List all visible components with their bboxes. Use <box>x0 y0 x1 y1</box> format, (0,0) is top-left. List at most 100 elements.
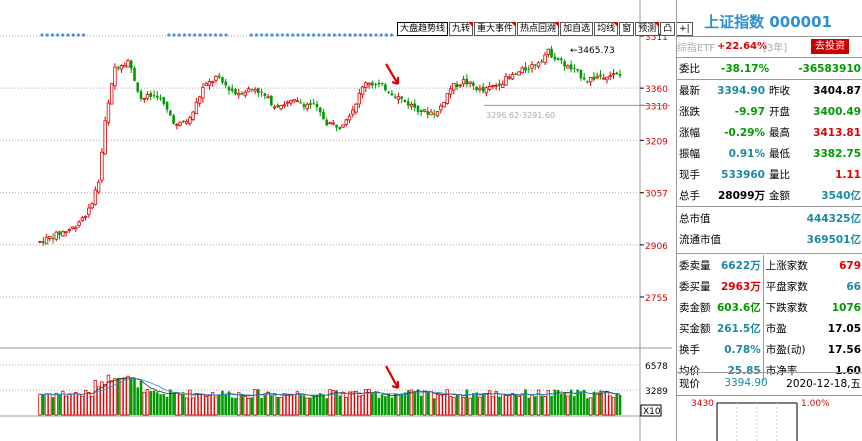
quote-value: 3413.81 <box>813 126 861 139</box>
volume-bar-down <box>586 398 589 415</box>
volume-bar-up <box>184 397 189 416</box>
invest-button[interactable]: 去投资 <box>811 38 849 54</box>
toolbar-button-3[interactable]: 热点回溯 <box>517 22 560 36</box>
toolbar-button-label: 均线 <box>597 24 616 34</box>
event-marker-icon <box>198 33 202 37</box>
candle-body-down <box>318 107 322 113</box>
volume-bar-up <box>461 396 466 416</box>
arrow-up-icon <box>385 63 400 86</box>
volume-bar-up <box>458 394 463 416</box>
toolbar-button-4[interactable]: 加自选 <box>560 22 594 36</box>
volume-bar-down <box>553 389 557 415</box>
candle-body-down <box>159 98 162 100</box>
toolbar-button-1[interactable]: 九转 <box>449 22 474 36</box>
volume-bar-up <box>360 394 365 416</box>
volume-bar-down <box>432 398 436 415</box>
candle-body-down <box>156 95 159 98</box>
volume-bar-up <box>96 386 101 416</box>
volume-bar-up <box>500 393 505 416</box>
kline-chart-area[interactable]: 3511 3360 3310 3209 3057 2906 2755 3296.62-3291… <box>0 0 693 441</box>
candle-body-down <box>403 99 407 103</box>
event-marker-icon <box>182 33 187 37</box>
toolbar-button-9[interactable]: +| <box>676 22 693 36</box>
candle-body-up <box>93 189 98 205</box>
footer-date: 2020-12-18,五 <box>786 377 861 390</box>
volume-bar-up <box>504 394 508 416</box>
volume-bar-up <box>341 392 345 416</box>
quote-row: 现手 533960 量比 1.11 <box>677 164 862 185</box>
order-label: 卖金额 <box>679 302 711 314</box>
volume-bar-up <box>87 392 91 416</box>
etf-name[interactable]: 综指ETF <box>677 42 716 54</box>
toolbar-button-label: 加自选 <box>563 24 591 34</box>
volume-bar-down <box>618 394 622 415</box>
volume-bar-up <box>80 395 85 416</box>
candle-body-down <box>586 81 589 83</box>
volume-bar-up <box>566 395 570 416</box>
volume-bar-up <box>77 393 81 416</box>
order-value: 2963万 <box>715 276 764 297</box>
candle-body-up <box>354 103 358 113</box>
toolbar-button-0[interactable]: 大盘趋势线 <box>397 22 449 36</box>
volume-bar-up <box>409 389 414 416</box>
toolbar-button-2[interactable]: 重大事件 <box>474 22 517 36</box>
toolbar-button-8[interactable]: 凸 <box>660 22 676 36</box>
quote-value: 3394.90 <box>717 84 765 97</box>
candle-body-up <box>351 109 355 115</box>
candle-body-up <box>83 216 88 218</box>
order-value: 0.78% <box>715 339 764 360</box>
volume-bar-up <box>145 389 150 416</box>
chart-toolbar: 大盘趋势线 九转 重大事件 热点回溯 加自选 均线窗预测凸 +| <box>397 22 694 36</box>
toolbar-button-5[interactable]: 均线 <box>594 22 619 36</box>
quote-value: 0.91% <box>728 147 765 160</box>
candle-body-up <box>214 76 218 81</box>
volume-bar-up <box>452 397 456 416</box>
volume-bar-up <box>44 393 49 416</box>
candle-body-down <box>162 97 166 105</box>
candle-body-up <box>543 54 547 63</box>
candle-body-up <box>204 83 208 86</box>
volume-bar-down <box>221 390 224 415</box>
event-marker-icon <box>342 33 347 37</box>
volume-bar-up <box>289 393 293 416</box>
volume-bar-down <box>455 394 459 415</box>
candle-body-up <box>38 240 42 243</box>
volume-bar-down <box>403 392 407 415</box>
kline-chart[interactable]: 3511 3360 3310 3209 3057 2906 2755 3296.62-3291… <box>0 0 672 441</box>
volume-bar-down <box>224 394 228 415</box>
volume-bar-down <box>380 394 384 415</box>
market-cap-label: 流通市值 <box>679 234 721 246</box>
toolbar-button-7[interactable]: 预测 <box>635 22 660 36</box>
toolbar-button-6[interactable]: 窗 <box>619 22 635 36</box>
quote-row: 涨跌 -9.97 开盘 3400.49 <box>677 101 862 122</box>
candle-body-up <box>178 121 182 126</box>
footer-row: 现价 3394.90 2020-12-18,五 <box>677 373 862 393</box>
intraday-mini-chart[interactable]: 3430 1.00% <box>677 399 862 441</box>
volume-bar-down <box>406 390 410 415</box>
candle-body-up <box>207 81 212 86</box>
volume-scale-label: X10 <box>643 407 661 417</box>
quote-label: 最新 <box>679 85 700 97</box>
candle-body-up <box>145 94 150 99</box>
candle-body-down <box>514 73 518 75</box>
volume-bar-up <box>194 392 199 416</box>
event-marker-icon <box>187 33 192 37</box>
candle-body-down <box>58 231 61 235</box>
candle-body-up <box>448 88 453 95</box>
event-marker-icon <box>327 33 332 37</box>
event-marker-icon <box>389 33 394 37</box>
quote-value: 3382.75 <box>813 147 861 160</box>
candle-body-up <box>194 101 199 114</box>
order-book-row: 均价 25.85 市净率 1.60 <box>677 360 862 381</box>
toolbar-button-label: 九转 <box>452 24 471 34</box>
candle-body-up <box>452 83 456 91</box>
volume-bar-up <box>61 390 65 416</box>
candle-body-up <box>295 100 300 103</box>
order-book-row: 换手 0.78% 市盈(动) 17.56 <box>677 339 862 360</box>
candle-body-down <box>472 82 475 86</box>
candle-body-down <box>263 93 267 97</box>
new-flag-icon <box>468 22 474 27</box>
volume-bar-up <box>422 390 427 416</box>
candle-body-up <box>530 64 534 69</box>
quote-label: 最低 <box>769 148 790 160</box>
